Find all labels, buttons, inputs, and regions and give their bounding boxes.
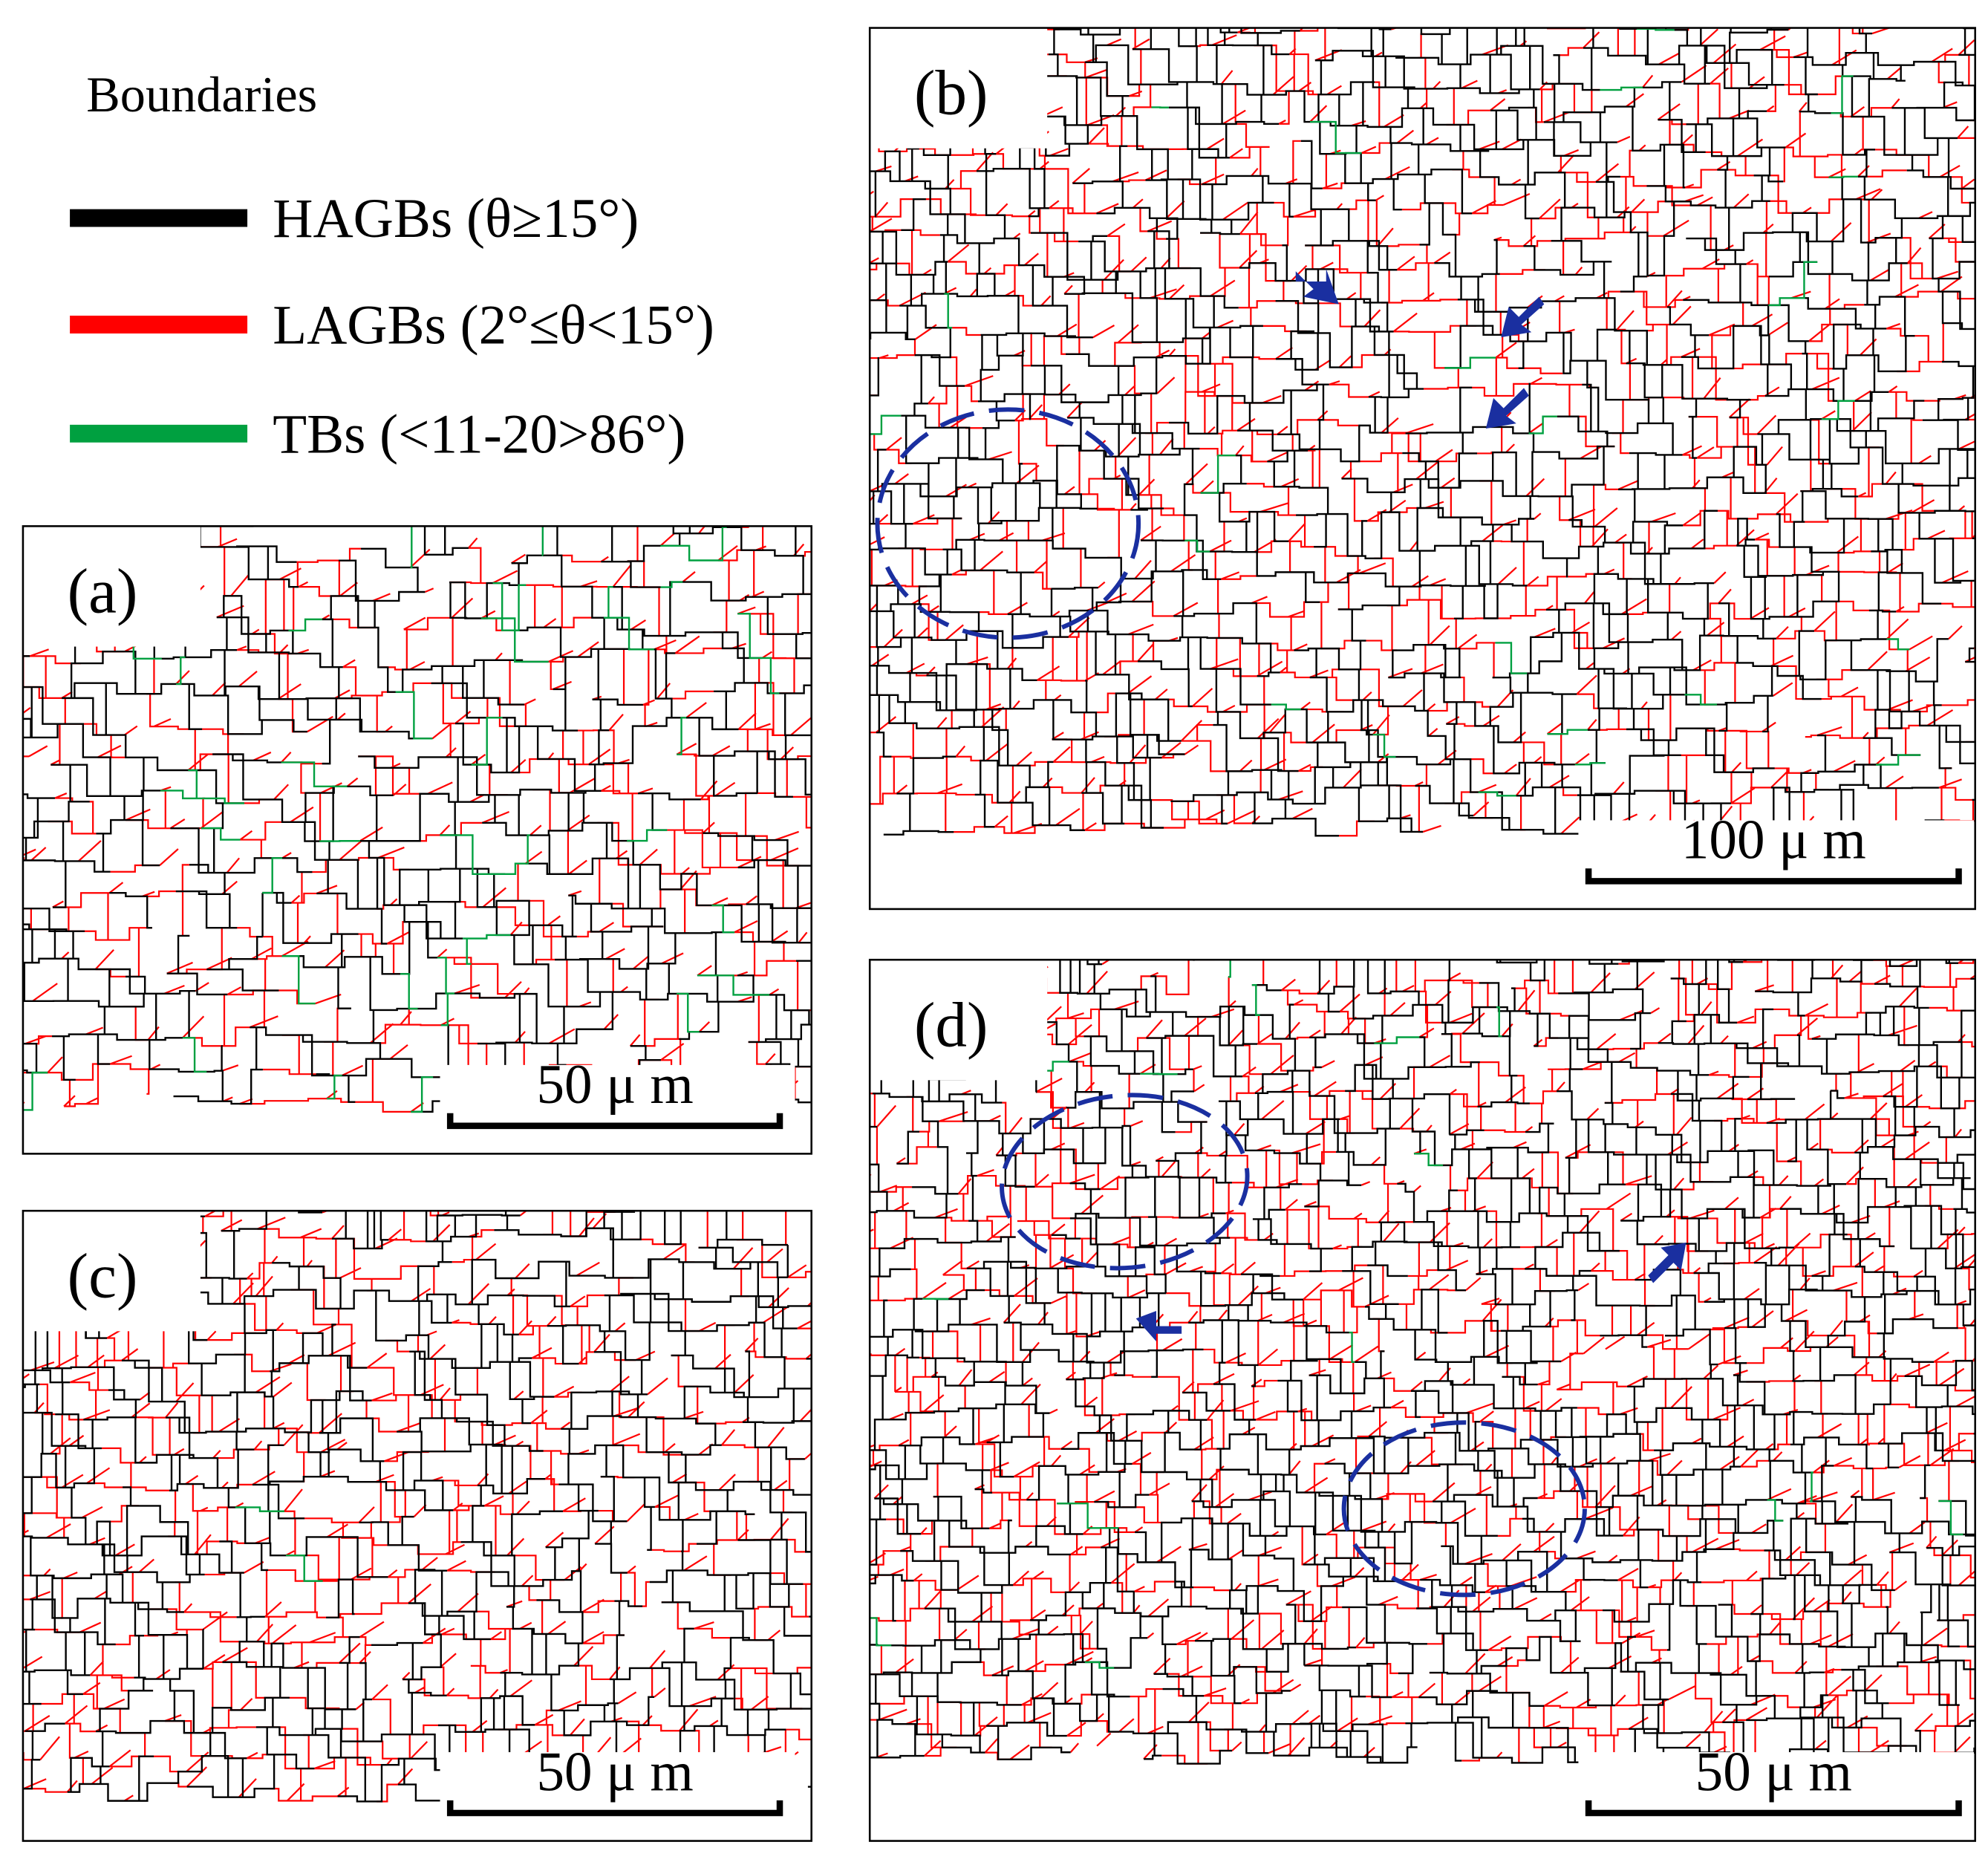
panel-frame xyxy=(868,958,1976,1842)
panel-label: (b) xyxy=(914,59,988,128)
panel-frame xyxy=(22,525,812,1155)
dashed-circle xyxy=(1341,1420,1587,1598)
grain-map xyxy=(870,27,1975,909)
label-background xyxy=(870,960,1048,1081)
dashed-circle xyxy=(875,407,1141,640)
arrow xyxy=(1501,296,1545,338)
scale-bar-label: 50 μ m xyxy=(536,1054,693,1116)
arrow xyxy=(1485,388,1529,429)
scale-bar xyxy=(446,1113,783,1130)
panel-frame xyxy=(22,1209,812,1842)
panel-label: (c) xyxy=(68,1241,138,1311)
legend-label: TBs (<11-20>86°) xyxy=(273,403,685,465)
tb-lines xyxy=(870,960,1963,1669)
tb-lines xyxy=(235,1506,323,1582)
arrow xyxy=(1295,268,1339,305)
dashed-circle xyxy=(1000,1093,1250,1271)
lagb-lines xyxy=(22,526,812,1116)
scale-bar-label: 50 μ m xyxy=(536,1741,693,1803)
arrows xyxy=(1135,268,1686,1342)
grain-map xyxy=(22,526,812,1154)
legend-label: HAGBs (θ≥15°) xyxy=(273,188,639,250)
scale-bar-label: 50 μ m xyxy=(1695,1741,1852,1803)
scale-bar xyxy=(446,1800,783,1817)
label-background xyxy=(870,27,1048,149)
hagb-lines xyxy=(870,960,1975,1765)
tb-lines xyxy=(22,526,780,1116)
scalebar-background xyxy=(440,1752,795,1841)
scalebar-background xyxy=(1578,820,1975,909)
panel-label: (d) xyxy=(914,990,988,1060)
arrow xyxy=(1648,1242,1686,1283)
grain-map xyxy=(870,960,1975,1841)
panel-frame xyxy=(868,27,1976,911)
scale-bar xyxy=(1585,1800,1962,1817)
grain-map xyxy=(22,1211,812,1841)
label-background xyxy=(22,1211,201,1332)
annotations xyxy=(875,407,1587,1598)
scale-bar xyxy=(1585,868,1962,885)
scalebar-background xyxy=(440,1064,795,1154)
legend-title: Boundaries xyxy=(86,66,317,123)
hagb-lines xyxy=(870,27,1975,837)
legend: HAGBs (θ≥15°) LAGBs (2°≤θ<15°) TBs (<11-20… xyxy=(70,188,714,465)
lagb-lines xyxy=(870,960,1975,1765)
label-background xyxy=(22,526,201,647)
scalebar-background xyxy=(1578,1752,1975,1841)
panel-label: (a) xyxy=(68,556,138,626)
legend-label: LAGBs (2°≤θ<15°) xyxy=(273,295,714,357)
arrow xyxy=(1135,1311,1182,1342)
scale-bar-label: 100 μ m xyxy=(1681,810,1866,871)
